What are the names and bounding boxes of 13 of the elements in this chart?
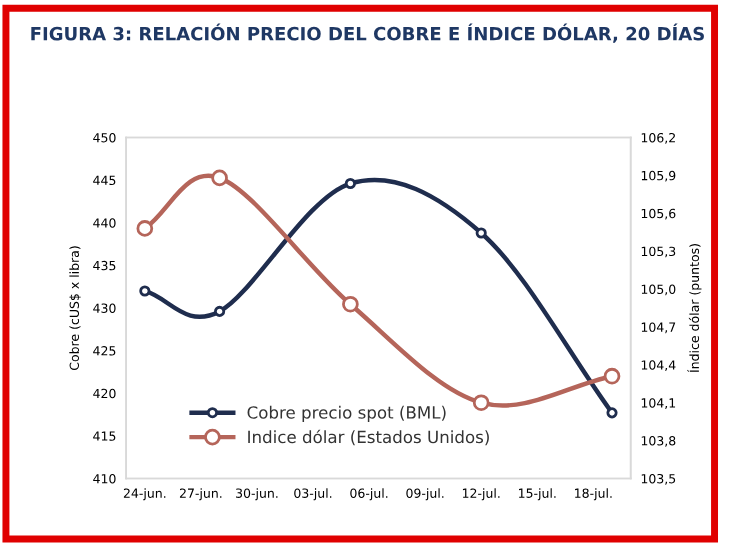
point (472, 394, 490, 412)
point (211, 169, 228, 187)
point (214, 305, 226, 317)
point (344, 177, 356, 190)
point (603, 367, 621, 385)
legend-label: Cobre precio spot (BML) (247, 405, 446, 422)
point (139, 285, 151, 297)
point (606, 407, 618, 419)
legend-label: Indice dólar (Estados Unidos) (248, 429, 489, 446)
point (475, 227, 487, 239)
chart-title: FIGURA 3: RELACIÓN PRECIO DEL COBRE E ÍNDICE DÓLAR, 20 DÍAS (31, 23, 704, 43)
point (136, 220, 154, 237)
point (342, 295, 359, 313)
